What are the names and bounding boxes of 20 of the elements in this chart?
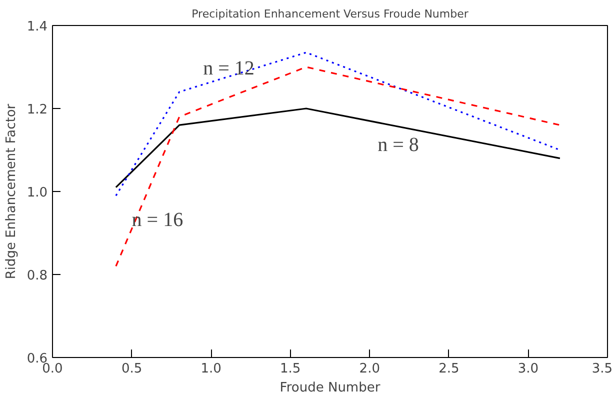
y-tick-label: 1.4	[26, 20, 48, 34]
x-tick-label: 3.0	[518, 362, 539, 376]
x-tick-label: 3.5	[592, 362, 613, 376]
x-tick-label: 1.5	[280, 362, 301, 376]
y-tick-label: 1.2	[26, 102, 48, 118]
x-tick-label: 2.5	[438, 362, 460, 376]
y-tick-label: 0.8	[26, 268, 48, 284]
x-tick-label: 1.0	[200, 362, 222, 376]
series-label: n = 12	[203, 57, 254, 80]
y-tick-label: 1.0	[26, 186, 48, 200]
series-label: n = 16	[132, 208, 184, 231]
line-series	[115, 52, 561, 196]
chart-title: Precipitation Enhancement Versus Froude Number	[192, 8, 469, 20]
x-tick-label: 0.0	[42, 362, 63, 376]
x-axis-title: Froude Number	[280, 380, 381, 396]
series-label: n = 8	[378, 134, 419, 156]
y-axis-title: Ridge Enhancement Factor	[4, 103, 19, 280]
x-tick-label: 2.0	[359, 362, 380, 376]
line-series	[115, 108, 561, 188]
x-tick-label: 0.5	[121, 362, 142, 376]
